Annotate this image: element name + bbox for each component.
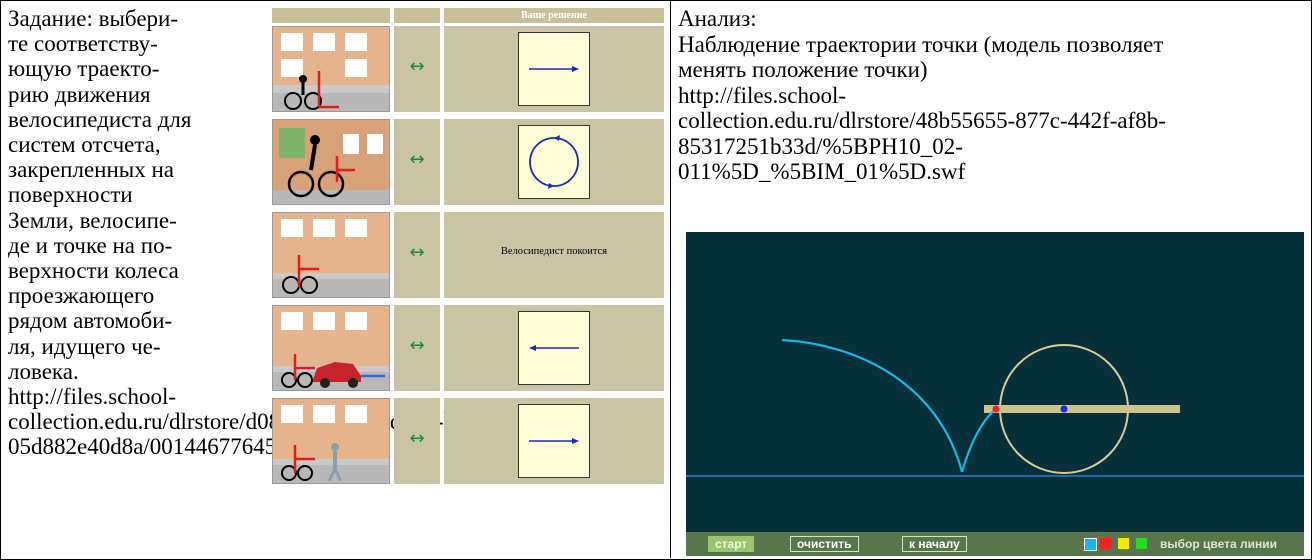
task-line: проезжающего	[8, 283, 155, 309]
double-arrow-icon: ↔	[409, 56, 425, 77]
scene-image	[272, 26, 390, 112]
solution-box	[518, 125, 590, 199]
task-line: ющую траекто-	[8, 56, 160, 82]
scene-image	[272, 212, 390, 298]
scene-image	[272, 398, 390, 484]
solution-cell[interactable]	[444, 119, 664, 205]
double-arrow-icon: ↔	[409, 335, 425, 356]
double-arrow-icon: ↔	[409, 242, 425, 263]
analysis-heading: Анализ:	[678, 6, 757, 31]
solution-box	[518, 404, 590, 478]
match-arrow-cell[interactable]: ↔	[394, 212, 440, 298]
clear-button[interactable]: очистить	[790, 536, 859, 552]
task-line: велосипедиста для	[8, 106, 192, 132]
analysis-url-line[interactable]: collection.edu.ru/dlrstore/48b55655-877c…	[678, 108, 1166, 133]
solution-cell[interactable]	[444, 26, 664, 112]
scene-image	[272, 119, 390, 205]
task-line: верхности колеса	[8, 258, 179, 284]
double-arrow-icon: ↔	[409, 149, 425, 170]
analysis-line: Наблюдение траектории точки (модель позв…	[678, 31, 1164, 57]
arrow-left-icon	[529, 345, 579, 351]
wheel-spoke-bar	[984, 405, 1180, 413]
task-line: поверхности	[8, 182, 133, 208]
table-header-solution: Ваше решение	[444, 8, 664, 23]
trajectory-curve	[960, 408, 997, 473]
solution-cell[interactable]: Велосипедист покоится	[444, 212, 664, 298]
task-line: Земли, велосипе-	[8, 207, 177, 233]
analysis-line: менять положение точки)	[678, 57, 928, 82]
match-arrow-cell[interactable]: ↔	[394, 305, 440, 391]
solution-text: Велосипедист покоится	[500, 246, 608, 257]
match-arrow-cell[interactable]: ↔	[394, 119, 440, 205]
table-row: ↔	[272, 305, 664, 391]
analysis-url-line[interactable]: http://files.school-	[678, 82, 847, 108]
analysis-text: Анализ: Наблюдение траектории точки (мод…	[678, 6, 1308, 185]
trajectory-table: Ваше решение ↔	[272, 8, 664, 488]
match-arrow-cell[interactable]: ↔	[394, 26, 440, 112]
color-choice-label: выбор цвета линии	[1160, 537, 1278, 551]
table-row: ↔	[272, 398, 664, 484]
reset-button[interactable]: к началу	[902, 536, 967, 552]
task-line: Задание: выбери-	[8, 6, 178, 31]
task-line: ля, идущего че-	[8, 333, 161, 359]
table-row: ↔ Велосипедист покоится	[272, 212, 664, 298]
wheel-center-point	[1060, 405, 1068, 413]
task-line: те соответству-	[8, 31, 158, 57]
simulation-toolbar: старт очистить к началу выбор цвета лини…	[686, 532, 1304, 556]
color-swatch-green[interactable]	[1136, 538, 1147, 549]
match-arrow-cell[interactable]: ↔	[394, 398, 440, 484]
color-swatch-red[interactable]	[1100, 538, 1111, 549]
circle-trajectory-icon	[529, 135, 579, 189]
solution-box	[518, 311, 590, 385]
task-line: де и точке на по-	[8, 232, 173, 258]
trajectory-curve	[781, 338, 964, 473]
table-row: ↔	[272, 119, 664, 205]
start-button[interactable]: старт	[708, 536, 755, 552]
simulation-canvas	[686, 338, 1304, 477]
task-line: ловека.	[8, 358, 79, 384]
table-header-cell	[394, 8, 440, 23]
task-url-line[interactable]: http://files.school-	[8, 384, 177, 409]
task-line: систем отсчета,	[8, 132, 161, 158]
analysis-url-line[interactable]: 85317251b33d/%5BPH10_02-	[678, 133, 963, 159]
task-line: закрепленных на	[8, 157, 175, 183]
analysis-url-line[interactable]: 011%5D_%5BIM_01%5D.swf	[678, 159, 966, 184]
table-header-cell	[272, 8, 390, 23]
solution-cell[interactable]	[444, 305, 664, 391]
arrow-right-icon	[529, 438, 579, 444]
color-swatch-yellow[interactable]	[1118, 538, 1129, 549]
scene-image	[272, 305, 390, 391]
solution-cell[interactable]	[444, 398, 664, 484]
tracked-point	[992, 405, 1000, 413]
task-line: рядом автомоби-	[8, 308, 173, 334]
trajectory-simulation[interactable]: старт очистить к началу выбор цвета лини…	[686, 232, 1304, 556]
task-text: Задание: выбери- те соответству- ющую тр…	[8, 6, 258, 384]
double-arrow-icon: ↔	[409, 428, 425, 449]
arrow-right-icon	[529, 66, 579, 72]
color-swatch-blue[interactable]	[1084, 538, 1097, 551]
task-line: рию движения	[8, 81, 151, 107]
column-divider	[670, 0, 671, 558]
table-row: ↔	[272, 26, 664, 112]
solution-box	[518, 32, 590, 106]
